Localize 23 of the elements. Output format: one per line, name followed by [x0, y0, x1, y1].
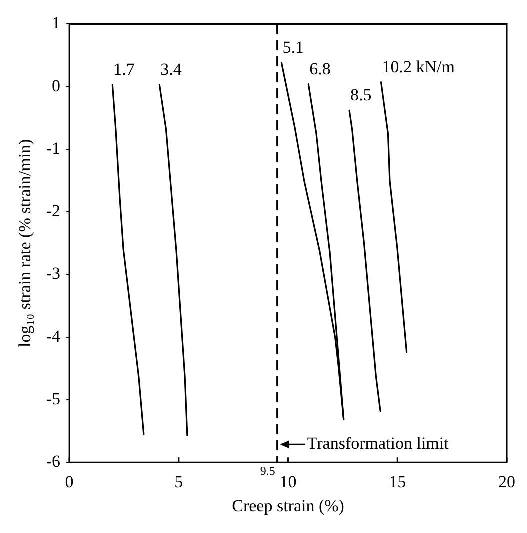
series-label: 1.7 — [114, 60, 136, 79]
x-tick-label: 5 — [174, 472, 184, 492]
y-tick-label: 0 — [52, 76, 61, 96]
series-label: 5.1 — [282, 38, 304, 57]
x-axis-title: Creep strain (%) — [232, 496, 344, 516]
y-axis-title: log₁₀ strain rate (% strain/min) — [16, 139, 35, 348]
y-tick-label: -6 — [46, 452, 61, 472]
series-label: 10.2 kN/m — [382, 57, 455, 76]
x-tick-label: 10 — [280, 472, 297, 492]
x-tick-label: 20 — [498, 472, 516, 492]
y-tick-label: -5 — [46, 389, 61, 408]
x-tick-label: 0 — [65, 472, 74, 492]
y-tick-label: -4 — [46, 326, 62, 346]
series-label: 8.5 — [350, 86, 372, 105]
x-tick-label: 15 — [389, 472, 406, 492]
y-tick-label: -1 — [46, 138, 61, 158]
y-tick-label: -2 — [46, 202, 61, 221]
series-label: 3.4 — [160, 60, 182, 79]
series-label: 6.8 — [310, 59, 331, 78]
y-tick-label: 1 — [52, 14, 61, 33]
y-tick-label: -3 — [46, 264, 61, 284]
ref-line-label: Transformation limit — [307, 434, 450, 454]
annotation: 9.5 — [260, 464, 276, 478]
